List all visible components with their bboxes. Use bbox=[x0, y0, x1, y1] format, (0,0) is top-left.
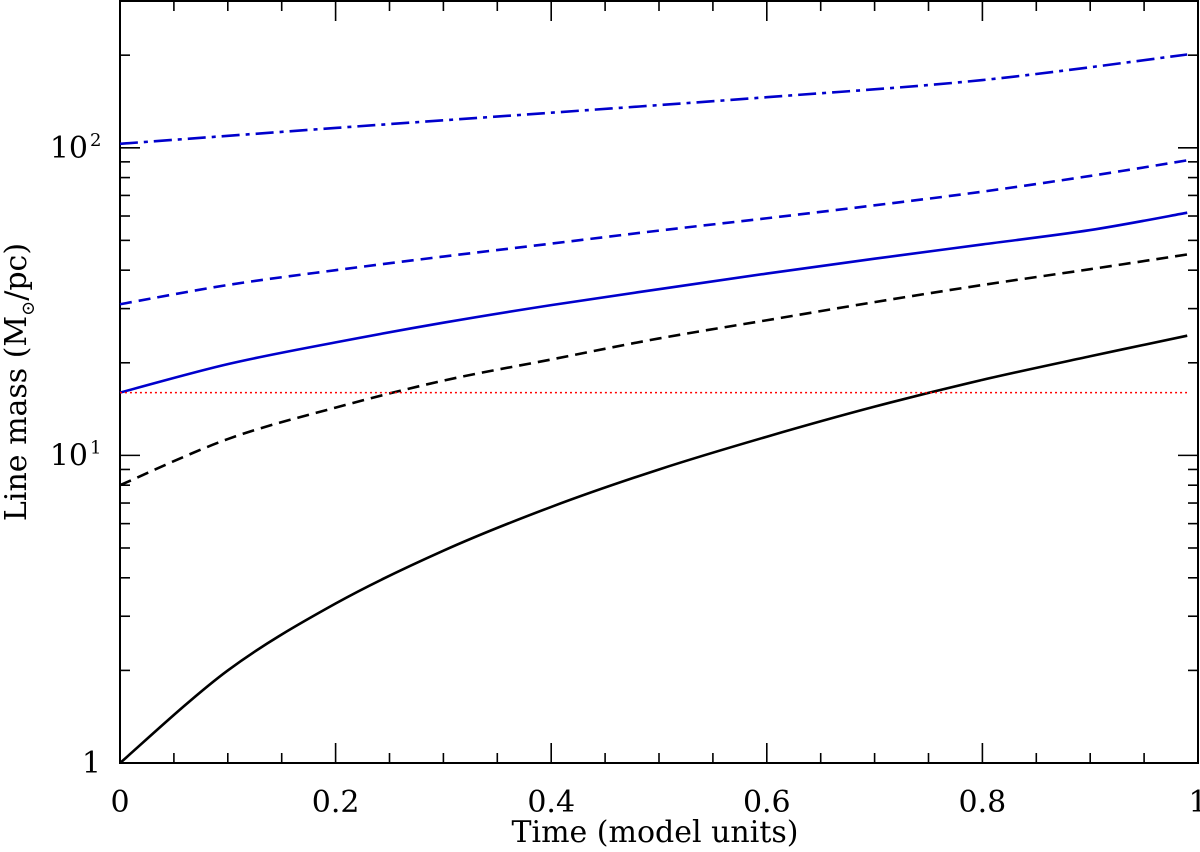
y-axis-title-suffix: /pc) bbox=[0, 243, 34, 301]
y-tick-label-base: 10 bbox=[50, 131, 88, 166]
y-tick-label: 10 bbox=[50, 438, 88, 473]
y-tick-label-base: 10 bbox=[50, 438, 88, 473]
y-tick-label-exponent: 2 bbox=[90, 130, 101, 151]
x-tick-label: 1 bbox=[1188, 785, 1200, 820]
x-tick-label: 0.6 bbox=[743, 785, 791, 820]
x-axis-title: Time (model units) bbox=[511, 815, 798, 850]
y-axis-title: Line mass (M⊙/pc) bbox=[0, 243, 39, 521]
x-tick-label: 0 bbox=[110, 785, 129, 820]
sun-symbol: ⊙ bbox=[18, 301, 39, 316]
series-line-5 bbox=[119, 53, 1188, 146]
x-tick-label: 0.8 bbox=[959, 785, 1007, 820]
y-tick-label: 10 bbox=[50, 131, 88, 166]
series-line-1 bbox=[119, 334, 1188, 764]
y-tick-label-exponent: 1 bbox=[90, 437, 101, 458]
y-tick-label: 1 bbox=[82, 746, 101, 781]
x-tick-label: 0.4 bbox=[527, 785, 575, 820]
series-line-3 bbox=[119, 211, 1188, 394]
y-tick-label-base: 1 bbox=[82, 746, 101, 781]
x-tick-label: 0.2 bbox=[312, 785, 360, 820]
series-line-4 bbox=[119, 159, 1188, 306]
plot-frame bbox=[119, 0, 1199, 764]
axis-ticks bbox=[119, 0, 1199, 764]
series-line-2 bbox=[119, 253, 1188, 487]
y-axis-title-prefix: Line mass (M bbox=[0, 316, 34, 521]
series-layer bbox=[119, 53, 1188, 764]
